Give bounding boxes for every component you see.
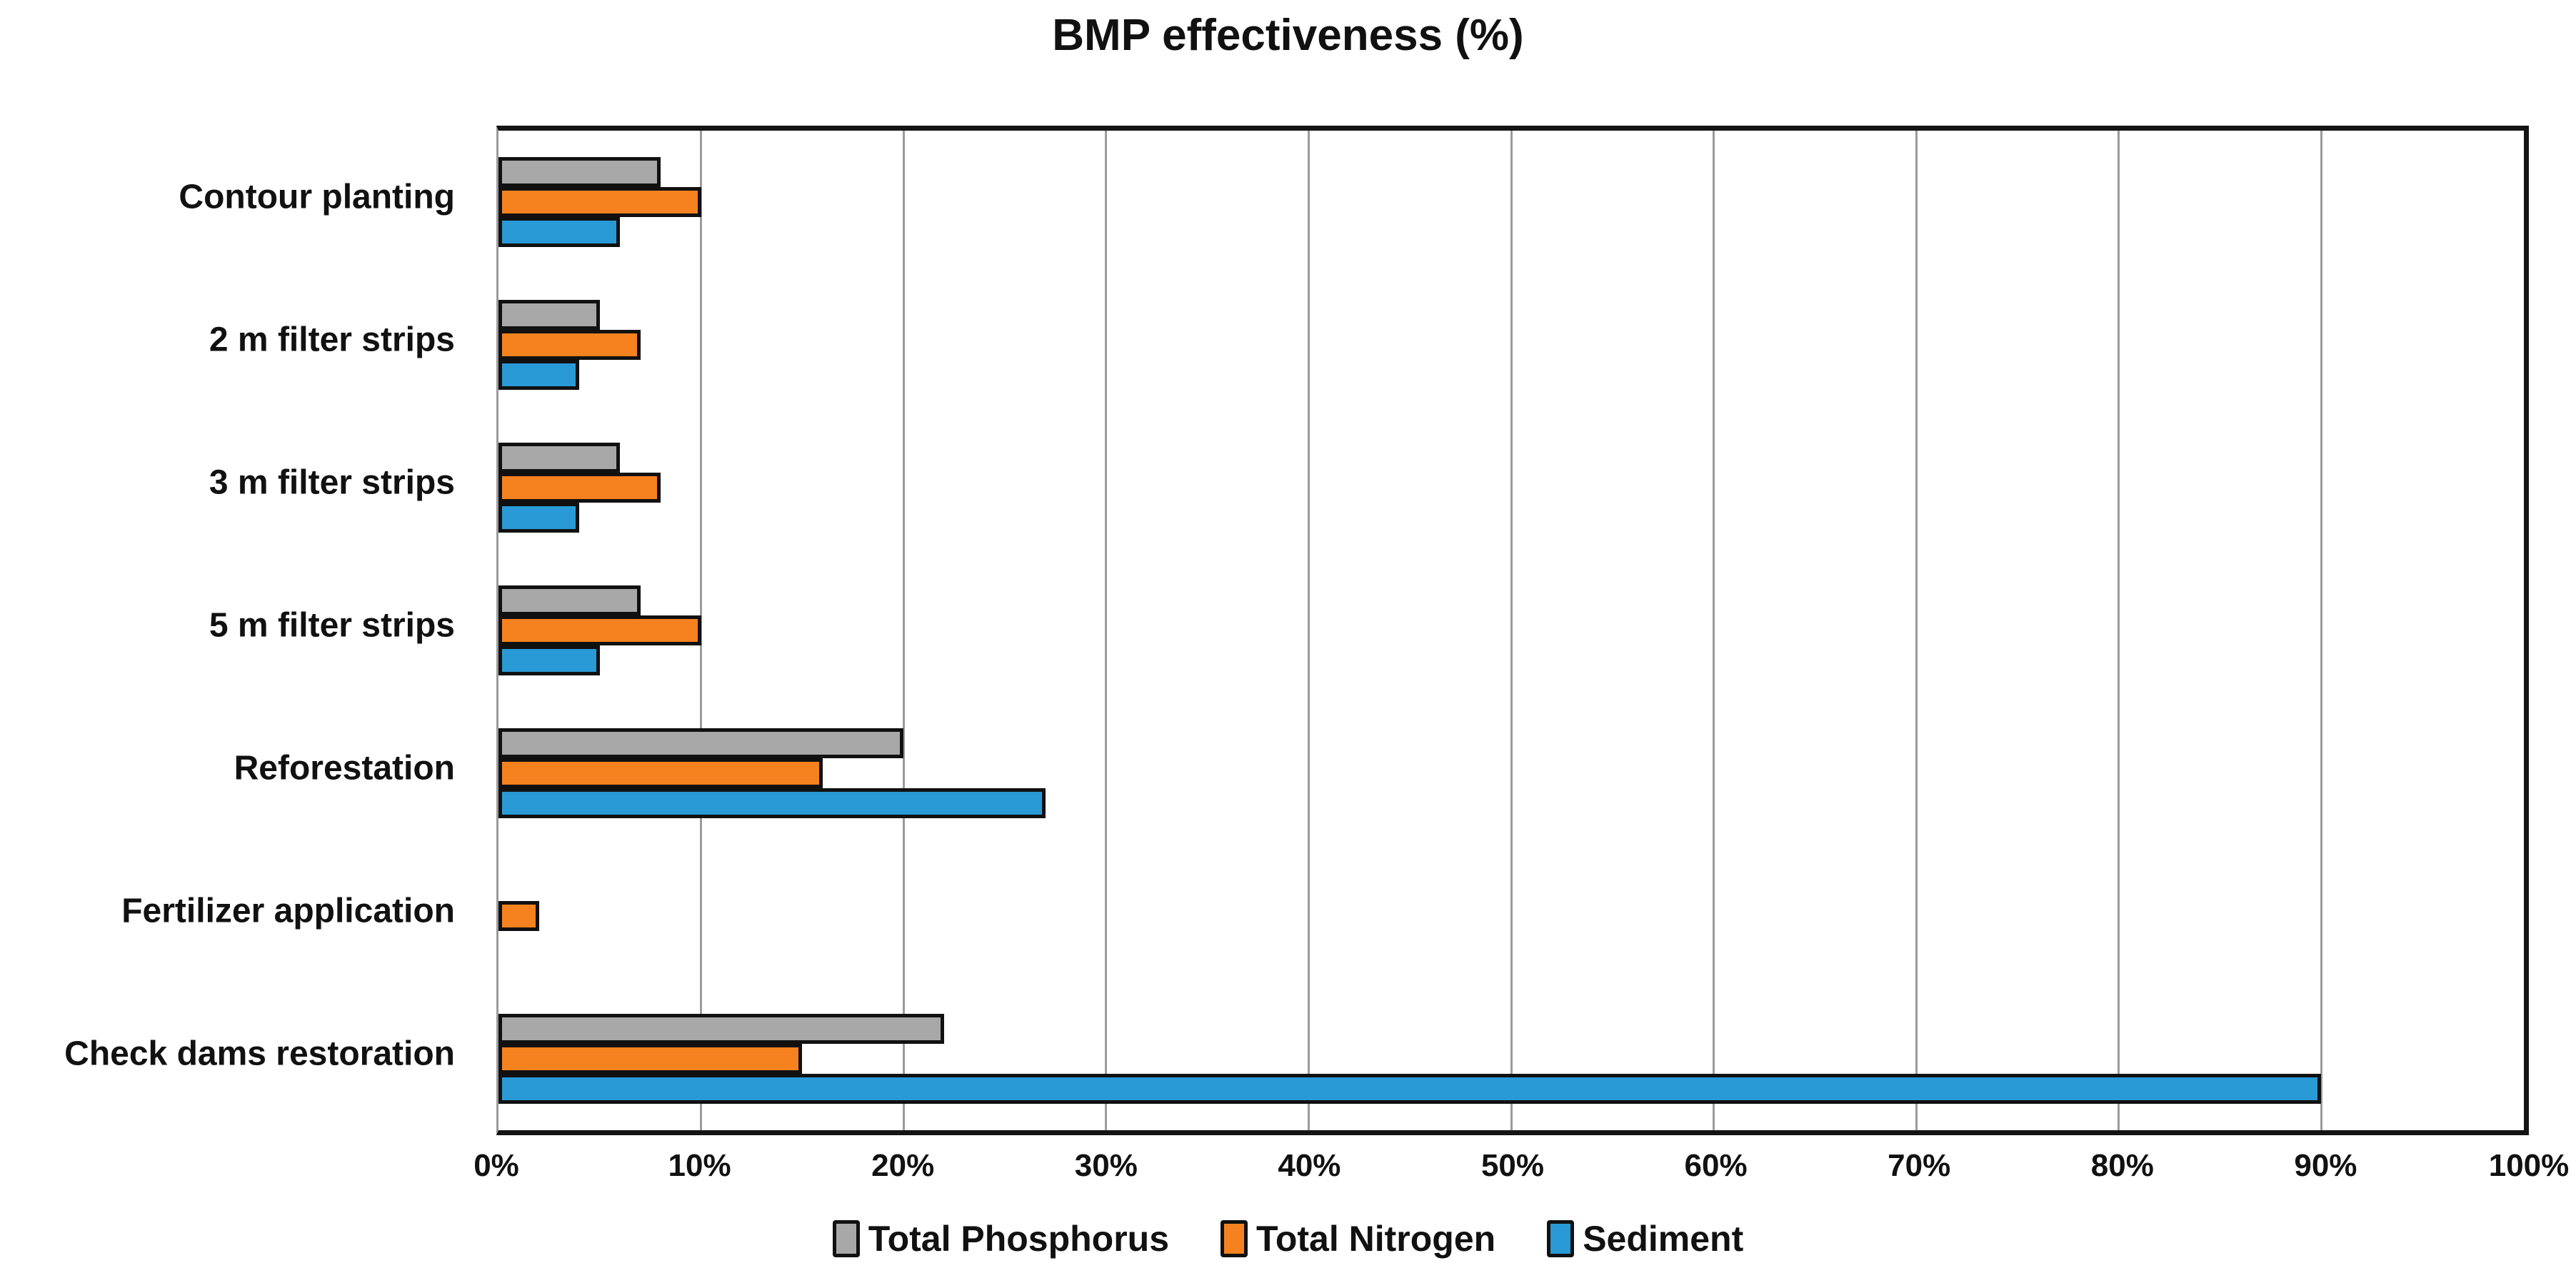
bar bbox=[498, 1014, 944, 1044]
bar bbox=[498, 1074, 2322, 1104]
bar bbox=[498, 758, 823, 788]
legend-label: Sediment bbox=[1583, 1219, 1744, 1259]
bar bbox=[498, 330, 641, 360]
bar-group bbox=[498, 416, 2524, 559]
legend-swatch bbox=[1547, 1220, 1575, 1257]
x-axis: 0% 10% 20% 30% 40% 50% 60% 70% 80% 90% 100% bbox=[473, 1148, 2569, 1198]
x-tick-label: 70% bbox=[1888, 1148, 1951, 1183]
x-tick-label: 100% bbox=[2488, 1148, 2570, 1183]
category-label: Fertilizer application bbox=[121, 892, 455, 930]
x-tick-label: 0% bbox=[473, 1148, 519, 1183]
legend-item: Total Phosphorus bbox=[832, 1218, 1170, 1259]
x-tick-label: 90% bbox=[2294, 1148, 2357, 1183]
bar bbox=[498, 645, 600, 675]
x-tick-label: 10% bbox=[668, 1148, 731, 1183]
legend-swatch bbox=[832, 1220, 860, 1257]
x-tick-label: 60% bbox=[1684, 1148, 1748, 1183]
bar-group bbox=[498, 131, 2524, 273]
gridline bbox=[1105, 131, 1108, 1130]
gridline bbox=[1307, 131, 1310, 1130]
category-label: 3 m filter strips bbox=[209, 463, 455, 502]
gridline bbox=[902, 131, 905, 1130]
bar bbox=[498, 615, 701, 645]
bar-group bbox=[498, 987, 2524, 1130]
bar-group bbox=[498, 702, 2524, 845]
gridline bbox=[2320, 131, 2322, 1130]
legend-swatch bbox=[1221, 1220, 1248, 1257]
category-label: Reforestation bbox=[234, 749, 455, 788]
gridline bbox=[1713, 131, 1715, 1130]
legend-label: Total Nitrogen bbox=[1256, 1219, 1496, 1259]
bar bbox=[498, 728, 904, 758]
category-label: 2 m filter strips bbox=[209, 321, 455, 359]
bar bbox=[498, 157, 661, 187]
bar bbox=[498, 901, 539, 931]
bar bbox=[498, 585, 641, 615]
category-label: Check dams restoration bbox=[64, 1035, 455, 1073]
bar bbox=[498, 503, 580, 533]
bar bbox=[498, 187, 701, 217]
bar-group bbox=[498, 845, 2524, 987]
bar bbox=[498, 473, 661, 503]
bar bbox=[498, 1044, 803, 1074]
x-tick-label: 20% bbox=[871, 1148, 935, 1183]
category-label: Contour planting bbox=[179, 178, 455, 216]
gridline bbox=[1915, 131, 1918, 1130]
gridline bbox=[2118, 131, 2120, 1130]
bar-group bbox=[498, 273, 2524, 416]
chart-title: BMP effectiveness (%) bbox=[1052, 11, 1524, 60]
legend-item: Sediment bbox=[1547, 1218, 1743, 1259]
category-label: 5 m filter strips bbox=[209, 606, 455, 645]
legend-item: Total Nitrogen bbox=[1221, 1218, 1495, 1259]
x-tick-label: 40% bbox=[1278, 1148, 1341, 1183]
bar bbox=[498, 788, 1046, 818]
gridline bbox=[1510, 131, 1513, 1130]
bar bbox=[498, 300, 600, 330]
gridline bbox=[700, 131, 703, 1130]
bar bbox=[498, 443, 621, 473]
plot-area bbox=[496, 126, 2529, 1135]
x-tick-label: 30% bbox=[1074, 1148, 1138, 1183]
bar bbox=[498, 217, 621, 247]
category-axis: Contour planting 2 m filter strips 3 m fil… bbox=[0, 126, 473, 1135]
legend-label: Total Phosphorus bbox=[868, 1219, 1170, 1259]
bar-group bbox=[498, 559, 2524, 702]
bar bbox=[498, 360, 580, 390]
x-tick-label: 50% bbox=[1480, 1148, 1545, 1183]
x-tick-label: 80% bbox=[2090, 1148, 2154, 1183]
legend: Total Phosphorus Total Nitrogen Sediment bbox=[0, 1218, 2576, 1259]
